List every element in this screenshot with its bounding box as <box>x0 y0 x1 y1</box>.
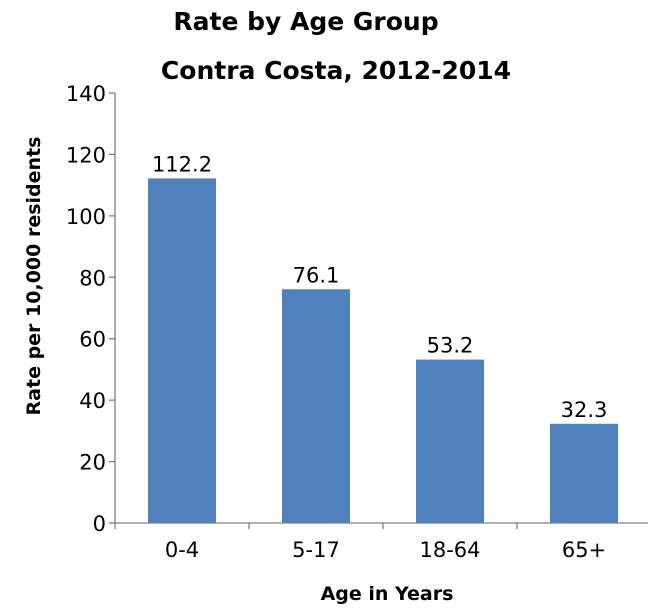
plot-area: 0 20 40 60 80 100 120 140 112.2 0-4 76.1 5-17 53.2 18… <box>66 82 618 562</box>
y-tick-label: 100 <box>66 205 106 229</box>
data-label: 32.3 <box>561 398 608 422</box>
bar <box>282 289 350 523</box>
x-tick-label: 5-17 <box>292 538 340 562</box>
y-tick-label: 140 <box>66 82 106 106</box>
chart-title-line-2: Contra Costa, 2012-2014 <box>161 56 511 85</box>
data-label: 112.2 <box>152 152 212 176</box>
x-tick-label: 18-64 <box>419 538 480 562</box>
chart-title-line-1: Rate by Age Group <box>173 7 438 36</box>
x-axis-label: Age in Years <box>321 583 454 605</box>
y-tick-label: 80 <box>79 266 106 290</box>
x-tick-label: 65+ <box>562 538 606 562</box>
y-tick-label: 40 <box>79 389 106 413</box>
y-axis-label: Rate per 10,000 residents <box>23 137 45 416</box>
y-tick-label: 20 <box>79 451 106 475</box>
y-tick-label: 60 <box>79 328 106 352</box>
bar <box>416 359 484 523</box>
x-tick-label: 0-4 <box>165 538 199 562</box>
y-tick-label: 120 <box>66 143 106 167</box>
bar <box>550 423 618 523</box>
data-label: 76.1 <box>293 263 340 287</box>
data-label: 53.2 <box>427 334 474 358</box>
y-tick-label: 0 <box>93 512 106 536</box>
bar <box>148 178 216 523</box>
